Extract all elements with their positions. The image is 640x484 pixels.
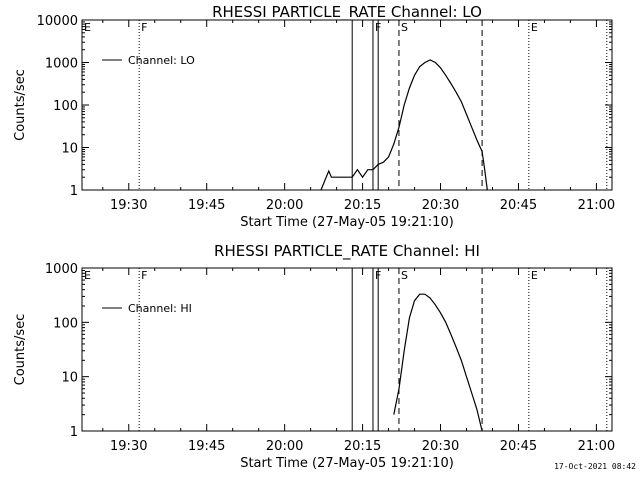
x-tick-label: 20:15 [344, 439, 381, 454]
y-tick-label: 100 [53, 99, 78, 114]
y-axis-label: Counts/sec [13, 69, 28, 141]
event-marker-label: E [531, 21, 538, 34]
x-tick-label: 20:15 [344, 198, 381, 213]
x-tick-label: 19:30 [110, 198, 147, 213]
y-tick-label: 10000 [37, 14, 78, 29]
plot-frame [81, 19, 613, 191]
x-tick-label: 20:00 [266, 198, 303, 213]
footer-timestamp: 17-Oct-2021 08:42 [554, 462, 636, 471]
event-marker-label: E [84, 21, 91, 34]
event-marker-label: F [141, 269, 147, 282]
x-tick-label: 20:00 [266, 439, 303, 454]
y-tick-label: 1000 [45, 57, 78, 72]
x-tick-label: 21:00 [578, 439, 615, 454]
series-line [320, 59, 488, 191]
event-marker-label: F [141, 21, 147, 34]
x-tick-label: 20:30 [422, 198, 459, 213]
y-tick-label: 1 [70, 184, 78, 199]
y-tick-label: 10 [61, 371, 78, 386]
x-tick-label: 19:45 [188, 198, 225, 213]
chart-title: RHESSI PARTICLE_RATE Channel: LO [212, 3, 482, 22]
y-tick-label: 10 [61, 142, 78, 157]
y-tick-label: 100 [53, 316, 78, 331]
legend-label: Channel: LO [128, 54, 195, 67]
y-axis-label: Counts/sec [13, 314, 28, 386]
x-tick-label: 20:45 [500, 439, 537, 454]
x-axis-label: Start Time (27-May-05 19:21:10) [240, 215, 454, 230]
event-marker-label: E [84, 269, 91, 282]
chart-title: RHESSI PARTICLE_RATE Channel: HI [214, 242, 480, 261]
y-tick-label: 1 [70, 425, 78, 440]
x-axis-label: Start Time (27-May-05 19:21:10) [240, 456, 454, 471]
x-tick-label: 19:45 [188, 439, 225, 454]
x-tick-label: 20:30 [422, 439, 459, 454]
event-marker-label: E [531, 269, 538, 282]
y-tick-label: 1000 [45, 262, 78, 277]
event-marker-label: S [401, 21, 408, 34]
series-line [393, 293, 483, 432]
legend-label: Channel: HI [128, 302, 192, 315]
x-tick-label: 20:45 [500, 198, 537, 213]
plot-frame [81, 267, 613, 432]
x-tick-label: 21:00 [578, 198, 615, 213]
x-tick-label: 19:30 [110, 439, 147, 454]
event-marker-label: S [401, 269, 408, 282]
